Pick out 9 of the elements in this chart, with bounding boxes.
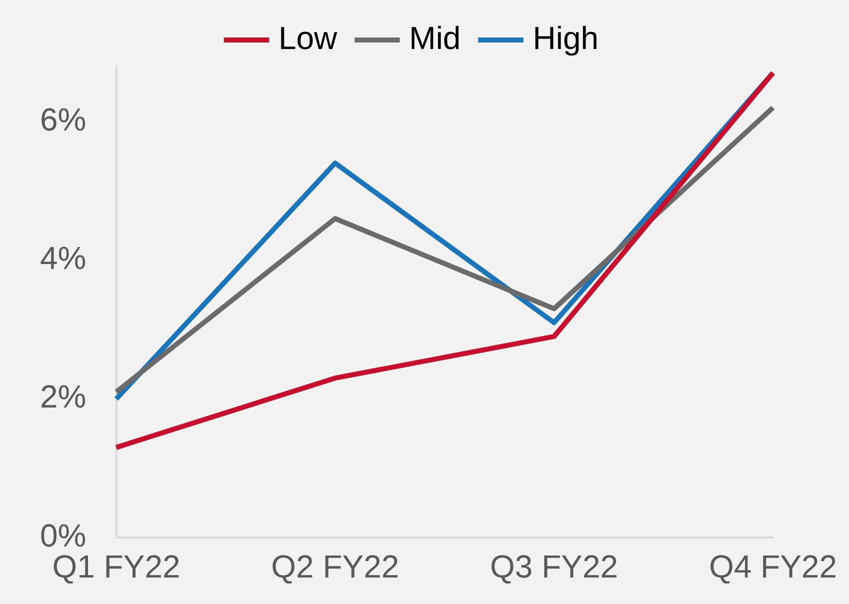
legend-label: Mid — [409, 20, 461, 56]
x-tick-label: Q2 FY22 — [271, 548, 400, 585]
legend-label: High — [532, 20, 599, 56]
x-tick-label: Q4 FY22 — [708, 548, 837, 585]
y-tick-label: 4% — [40, 240, 86, 276]
y-tick-label: 2% — [40, 378, 86, 415]
legend-label: Low — [278, 20, 338, 56]
x-tick-label: Q3 FY22 — [490, 548, 618, 585]
y-tick-label: 6% — [40, 101, 86, 138]
